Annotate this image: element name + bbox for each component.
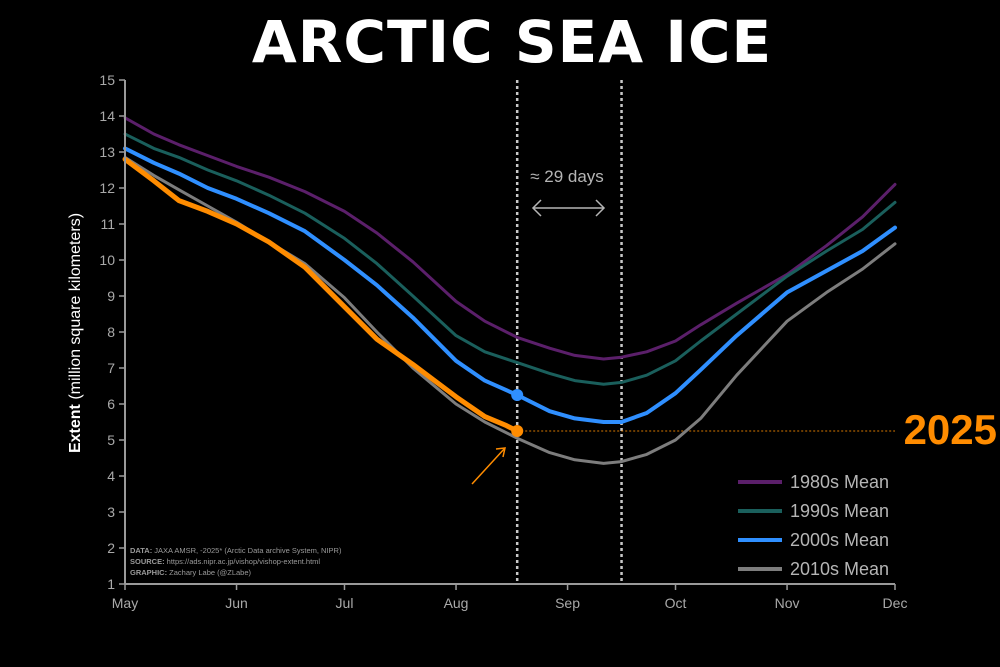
credit-graphic-label: GRAPHIC:: [130, 568, 167, 577]
y-tick-label: 1: [107, 576, 115, 592]
y-tick-label: 9: [107, 288, 115, 304]
series-line-2025: [122, 156, 520, 434]
credit-source: SOURCE: https://ads.nipr.ac.jp/vishop/vi…: [130, 557, 320, 566]
y-tick-label: 14: [99, 108, 115, 124]
x-tick-label: Oct: [665, 595, 687, 611]
y-tick-label: 11: [100, 216, 115, 232]
credit-graphic-text: Zachary Labe (@ZLabe): [167, 568, 251, 577]
double-arrow-icon: [531, 199, 606, 217]
series-line-1980s: [123, 116, 897, 361]
chart-title: ARCTIC SEA ICE: [252, 8, 772, 76]
credit-data-label: DATA:: [130, 546, 152, 555]
y-axis-label: Extent (million square kilometers): [67, 213, 84, 453]
credit-graphic: GRAPHIC: Zachary Labe (@ZLabe): [130, 568, 251, 577]
series-line-2000s: [123, 146, 897, 424]
series-layer: [122, 116, 897, 465]
vertical-guides: [515, 80, 623, 584]
y-axis-label-rest: (million square kilometers): [67, 213, 84, 404]
x-tick-label: Dec: [883, 595, 908, 611]
x-tick-label: Jun: [225, 595, 248, 611]
y-tick-label: 8: [107, 324, 115, 340]
x-tick-label: Jul: [336, 595, 354, 611]
marker-2025: [511, 425, 524, 437]
source-credits: DATA: JAXA AMSR, -2025* (Arctic Data arc…: [130, 546, 342, 577]
x-tick-label: May: [112, 595, 138, 611]
credit-data-text: JAXA AMSR, -2025* (Arctic Data archive S…: [152, 546, 342, 555]
year-2025-label: 2025: [904, 406, 997, 453]
credit-data: DATA: JAXA AMSR, -2025* (Arctic Data arc…: [130, 546, 342, 555]
y-tick-label: 10: [99, 252, 115, 268]
y-tick-label: 3: [107, 504, 115, 520]
y-tick-label: 2: [107, 540, 115, 556]
y-tick-label: 4: [107, 468, 115, 484]
x-tick-label: Sep: [555, 595, 580, 611]
y-tick-label: 7: [107, 360, 115, 376]
series-line-2010s: [123, 155, 897, 465]
x-tick-label: Aug: [444, 595, 469, 611]
legend-label-1980s: 1980s Mean: [790, 472, 889, 492]
y-tick-label: 12: [99, 180, 115, 196]
y-tick-label: 6: [107, 396, 115, 412]
series-line-1990s: [123, 132, 897, 386]
days-annotation: ≈ 29 days: [530, 167, 604, 186]
legend-label-1990s: 1990s Mean: [790, 501, 889, 521]
y-axis-label-bold: Extent: [67, 403, 84, 453]
y-tick-label: 13: [99, 144, 115, 160]
y-tick-label: 5: [107, 432, 115, 448]
pointer-arrow-icon: [471, 447, 506, 485]
legend-label-2010s: 2010s Mean: [790, 559, 889, 579]
legend: 1980s Mean 1990s Mean 2000s Mean 2010s Mean: [738, 472, 889, 579]
x-tick-label: Nov: [775, 595, 800, 611]
marker-2000s: [511, 389, 524, 401]
y-tick-label: 15: [99, 72, 115, 88]
legend-label-2000s: 2000s Mean: [790, 530, 889, 550]
credit-source-label: SOURCE:: [130, 557, 165, 566]
credit-source-text: https://ads.nipr.ac.jp/vishop/vishop-ext…: [165, 557, 321, 566]
